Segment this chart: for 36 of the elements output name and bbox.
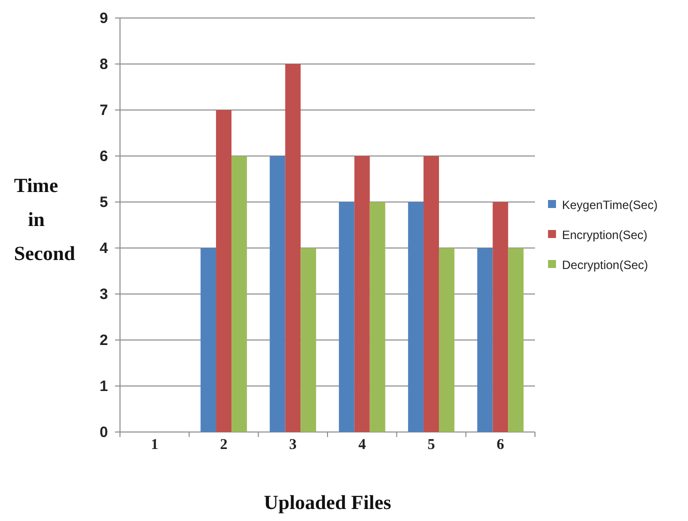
legend-label: KeygenTime(Sec) — [562, 198, 658, 212]
bar — [354, 156, 370, 432]
bar — [338, 202, 354, 432]
bar — [216, 110, 232, 432]
bar — [424, 156, 439, 432]
bar — [477, 248, 493, 432]
x-tick-label: 1 — [150, 437, 158, 453]
x-axis-title: Uploaded Files — [264, 492, 392, 514]
y-tick-label: 9 — [100, 10, 108, 27]
x-tick-label: 6 — [496, 437, 505, 453]
bar — [370, 202, 386, 432]
bar — [492, 202, 508, 432]
y-tick-label: 6 — [100, 148, 108, 165]
legend-label: Encryption(Sec) — [562, 228, 648, 242]
y-tick-label: 5 — [100, 194, 108, 211]
x-tick-label: 2 — [220, 437, 228, 453]
y-tick-label: 0 — [100, 424, 108, 441]
bar — [231, 156, 247, 432]
y-tick-label: 1 — [100, 378, 108, 395]
y-tick-label: 4 — [100, 240, 109, 257]
bar — [285, 64, 301, 432]
bar — [408, 202, 424, 432]
x-tick-label: 5 — [428, 437, 435, 453]
y-tick-label: 7 — [100, 102, 108, 119]
bar — [300, 248, 316, 432]
x-tick-label: 4 — [358, 437, 366, 453]
x-tick-label: 3 — [289, 437, 297, 453]
y-tick-label: 8 — [100, 56, 108, 73]
legend-label: Decryption(Sec) — [562, 258, 648, 272]
y-tick-label: 3 — [100, 286, 108, 303]
bar — [508, 248, 524, 432]
y-tick-label: 2 — [100, 332, 108, 349]
bar — [200, 248, 216, 432]
y-axis-title: Time in Second — [14, 175, 76, 265]
bar — [438, 248, 454, 432]
bar — [270, 156, 286, 432]
